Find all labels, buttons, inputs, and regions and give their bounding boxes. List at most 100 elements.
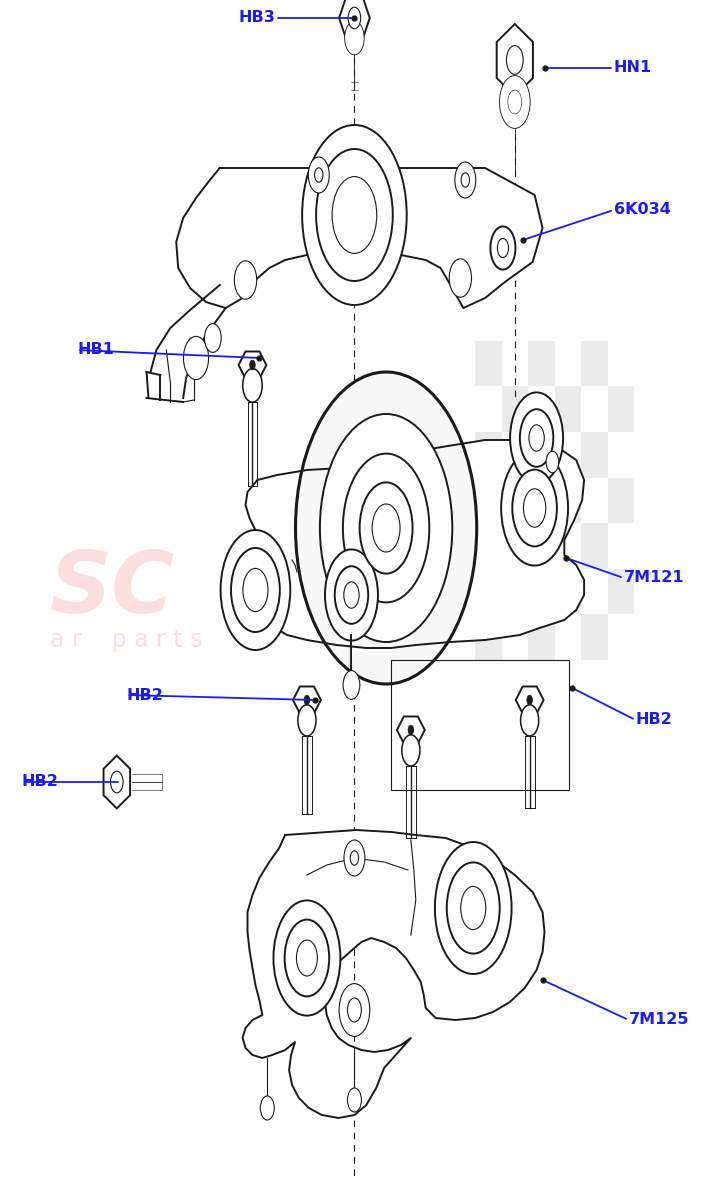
Circle shape [234,260,257,299]
Circle shape [184,336,208,379]
Circle shape [506,46,523,74]
Circle shape [546,451,559,473]
Polygon shape [339,0,370,41]
Circle shape [344,582,359,608]
Bar [391,660,570,790]
Bar [555,569,581,614]
Circle shape [308,157,329,193]
Polygon shape [243,830,544,1118]
Circle shape [320,414,453,642]
Polygon shape [497,24,533,96]
Circle shape [348,7,360,29]
Bar [581,341,608,386]
Circle shape [204,324,221,353]
Circle shape [339,984,370,1037]
Bar [528,341,555,386]
Bar [608,478,634,523]
Bar [528,523,555,569]
Circle shape [461,173,470,187]
Circle shape [273,900,340,1015]
Circle shape [499,76,530,128]
Circle shape [284,919,329,996]
Circle shape [343,671,360,700]
Bar [555,478,581,523]
Polygon shape [397,716,425,744]
Circle shape [250,360,256,370]
Text: 7M121: 7M121 [624,570,684,586]
Circle shape [260,1096,275,1120]
Circle shape [332,176,377,253]
Circle shape [304,695,310,704]
Circle shape [449,259,472,298]
Circle shape [334,566,368,624]
Circle shape [527,695,532,704]
Text: SC: SC [49,548,175,631]
Bar [502,569,528,614]
Bar [608,386,634,432]
Circle shape [460,887,486,930]
Circle shape [296,940,318,976]
Bar [502,478,528,523]
Circle shape [497,239,508,258]
Polygon shape [516,686,543,714]
Circle shape [435,842,512,974]
Text: HB2: HB2 [127,688,163,702]
Bar [475,432,502,478]
Circle shape [408,725,414,734]
Circle shape [243,368,262,402]
Circle shape [220,530,290,650]
Text: 7M125: 7M125 [629,1013,689,1027]
Bar [581,523,608,569]
Circle shape [348,998,361,1022]
Circle shape [348,1088,361,1112]
Circle shape [302,125,407,305]
Circle shape [243,569,268,612]
Text: HB2: HB2 [22,774,58,790]
Circle shape [510,392,563,484]
Circle shape [231,548,279,632]
Circle shape [529,425,544,451]
Circle shape [315,168,323,182]
Bar [555,386,581,432]
Circle shape [520,409,553,467]
Circle shape [360,482,413,574]
Bar [475,614,502,660]
Text: HB1: HB1 [77,342,114,358]
Polygon shape [103,756,130,809]
Text: HB3: HB3 [239,11,275,25]
Circle shape [344,840,365,876]
Bar [608,569,634,614]
Circle shape [520,704,539,736]
Bar [528,614,555,660]
Circle shape [513,469,557,546]
Text: HN1: HN1 [614,60,652,76]
Polygon shape [239,352,266,378]
Polygon shape [176,168,543,308]
Bar [475,341,502,386]
Circle shape [455,162,476,198]
Bar [581,432,608,478]
Circle shape [501,450,568,565]
Bar [528,432,555,478]
Circle shape [343,454,429,602]
Polygon shape [243,440,584,648]
Circle shape [345,22,364,55]
Circle shape [296,372,477,684]
Text: HB2: HB2 [636,713,672,727]
Circle shape [316,149,393,281]
Circle shape [402,734,420,766]
Bar [502,386,528,432]
Bar [475,523,502,569]
Circle shape [524,488,546,527]
Circle shape [351,851,358,865]
Circle shape [447,863,500,954]
Circle shape [325,550,378,641]
Circle shape [508,90,522,114]
Circle shape [491,227,515,270]
Text: 6K034: 6K034 [614,203,671,217]
Bar [581,614,608,660]
Circle shape [111,772,123,793]
Polygon shape [293,686,321,714]
Circle shape [298,704,316,736]
Text: a r    p a r t s: a r p a r t s [49,628,202,652]
